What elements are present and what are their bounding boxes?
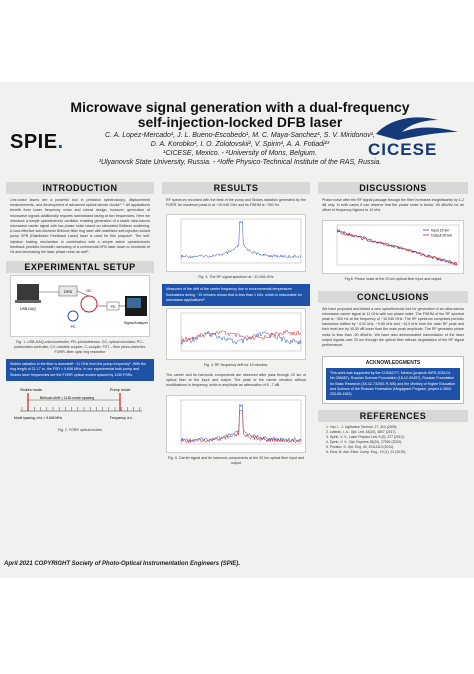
forr-modes-diagram: Stokes mode Pump mode Brillouin shift = … bbox=[10, 383, 150, 425]
acknowledgments-box: ACKNOWLEDGMENTS This work was supported … bbox=[322, 356, 464, 405]
svg-text:Mode spacing, c/nL = 9.606 MHz: Mode spacing, c/nL = 9.606 MHz bbox=[14, 416, 63, 420]
column-middle: RESULTS RF spectrum recorded with the be… bbox=[162, 182, 310, 467]
results-heading: RESULTS bbox=[162, 182, 310, 194]
fig5-harmonics-plot bbox=[166, 394, 306, 453]
fig2-caption: Fig. 2. FORR optical modes bbox=[57, 427, 103, 432]
discussions-heading: DISCUSSIONS bbox=[318, 182, 468, 194]
svg-text:PC: PC bbox=[71, 325, 76, 329]
fig3-rf-spectrum-plot bbox=[166, 214, 306, 273]
svg-text:Signal Analyzer: Signal Analyzer bbox=[124, 321, 149, 325]
acknowledgments-text: This work was supported by the CONACYT, … bbox=[326, 368, 460, 401]
svg-text:Stokes mode: Stokes mode bbox=[20, 388, 42, 392]
fig5-caption: Fig. 5. Carrier signal and its harmonic … bbox=[167, 455, 305, 465]
conclusions-text: We have proposed and tested a new optoel… bbox=[322, 306, 464, 348]
author-block: C. A. Lopez-Mercado¹, J. L. Bueno-Escobe… bbox=[98, 132, 382, 166]
svg-text:Brillouin shift = 1130 mode sp: Brillouin shift = 1130 mode spacing bbox=[40, 396, 94, 400]
intro-text: Line-noise lasers are a powerful tool in… bbox=[10, 198, 150, 255]
discussions-text: Phase noise after the RF signal passage … bbox=[322, 198, 464, 213]
setup-diagram: DFB PD Signal Analyzer USB-DAQ PC OC bbox=[10, 275, 150, 338]
cicese-wordmark: CICESE bbox=[368, 140, 438, 159]
column-right: DISCUSSIONS Phase noise after the RF sig… bbox=[318, 182, 468, 458]
reference-item: 4. Spirin, V. V., Opt. Express 28(20), 2… bbox=[326, 440, 403, 445]
setup-heading: EXPERIMENTAL SETUP bbox=[6, 261, 154, 274]
results-highlight: Measured of the drift of the carrier fre… bbox=[162, 284, 310, 307]
references-list: 1. Yao, L. J. Lightwave Technol. 27, 314… bbox=[318, 422, 468, 458]
svg-text:DFB: DFB bbox=[64, 289, 72, 294]
references-heading: REFERENCES bbox=[318, 410, 468, 423]
fig6-caption: Fig.6. Phase noise at the 20 km optical … bbox=[344, 276, 442, 281]
cicese-bird-icon bbox=[376, 117, 458, 140]
fig6-phase-noise-plot: Input 20 km Output 20 km bbox=[322, 219, 464, 274]
svg-text:USB-DAQ: USB-DAQ bbox=[20, 307, 36, 311]
svg-text:Pump mode: Pump mode bbox=[110, 388, 130, 392]
fiber-ring bbox=[80, 295, 98, 313]
fig1-caption: Fig. 1. USB-DAQ–microcontroller, PD–phot… bbox=[14, 340, 146, 355]
acknowledgments-heading: ACKNOWLEDGMENTS bbox=[365, 360, 421, 367]
pc-loop bbox=[67, 310, 79, 322]
cicese-logo: CICESE bbox=[368, 112, 466, 160]
fig3-caption: Fig. 3. The RF signal spectrum at ~10.94… bbox=[198, 275, 274, 280]
intro-heading: INTRODUCTION bbox=[6, 182, 154, 194]
reference-item: 5. Privalov, S. Opt. Eng. 40, 20111113 (… bbox=[326, 445, 395, 450]
spie-logo: SPIE. bbox=[10, 131, 64, 153]
fig4-drift-plot bbox=[166, 308, 306, 361]
setup-highlight: Stokes radiation in the fiber is downshi… bbox=[6, 359, 154, 381]
reference-item: 2. Lotteah, I. A., Opt. Lett. 43(20), 48… bbox=[326, 430, 397, 435]
column-left: INTRODUCTION Line-noise lasers are a pow… bbox=[6, 182, 154, 434]
conclusions-heading: CONCLUSIONS bbox=[318, 290, 468, 303]
reference-item: 6. Kirov, B. Adv. Elect. Comp. Eng., 19 … bbox=[326, 450, 406, 455]
laptop-icon bbox=[17, 284, 39, 301]
svg-text:Frequency, a.u.: Frequency, a.u. bbox=[110, 416, 133, 420]
svg-text:Output 20 km: Output 20 km bbox=[431, 233, 452, 237]
svg-text:PD: PD bbox=[111, 305, 116, 309]
poster-title: Microwave signal generation with a dual-… bbox=[70, 99, 410, 130]
reference-item: 3. Spirin, V. V., Laser Physics Lett. 9 … bbox=[326, 435, 405, 440]
fig4-caption: Fig. 4. RF frequency drift for 10 minute… bbox=[203, 363, 269, 368]
svg-text:OC: OC bbox=[86, 289, 92, 293]
svg-text:Input 20 km: Input 20 km bbox=[431, 228, 449, 232]
results-text-1: RF spectrum recorded with the beat of th… bbox=[166, 198, 306, 208]
results-text-2: The carrier and its harmonic components … bbox=[166, 373, 306, 388]
reference-item: 1. Yao, L. J. Lightwave Technol. 27, 314… bbox=[326, 425, 398, 430]
copyright-footer: April 2021 COPYRIGHT Society of Photo-Op… bbox=[4, 561, 241, 567]
